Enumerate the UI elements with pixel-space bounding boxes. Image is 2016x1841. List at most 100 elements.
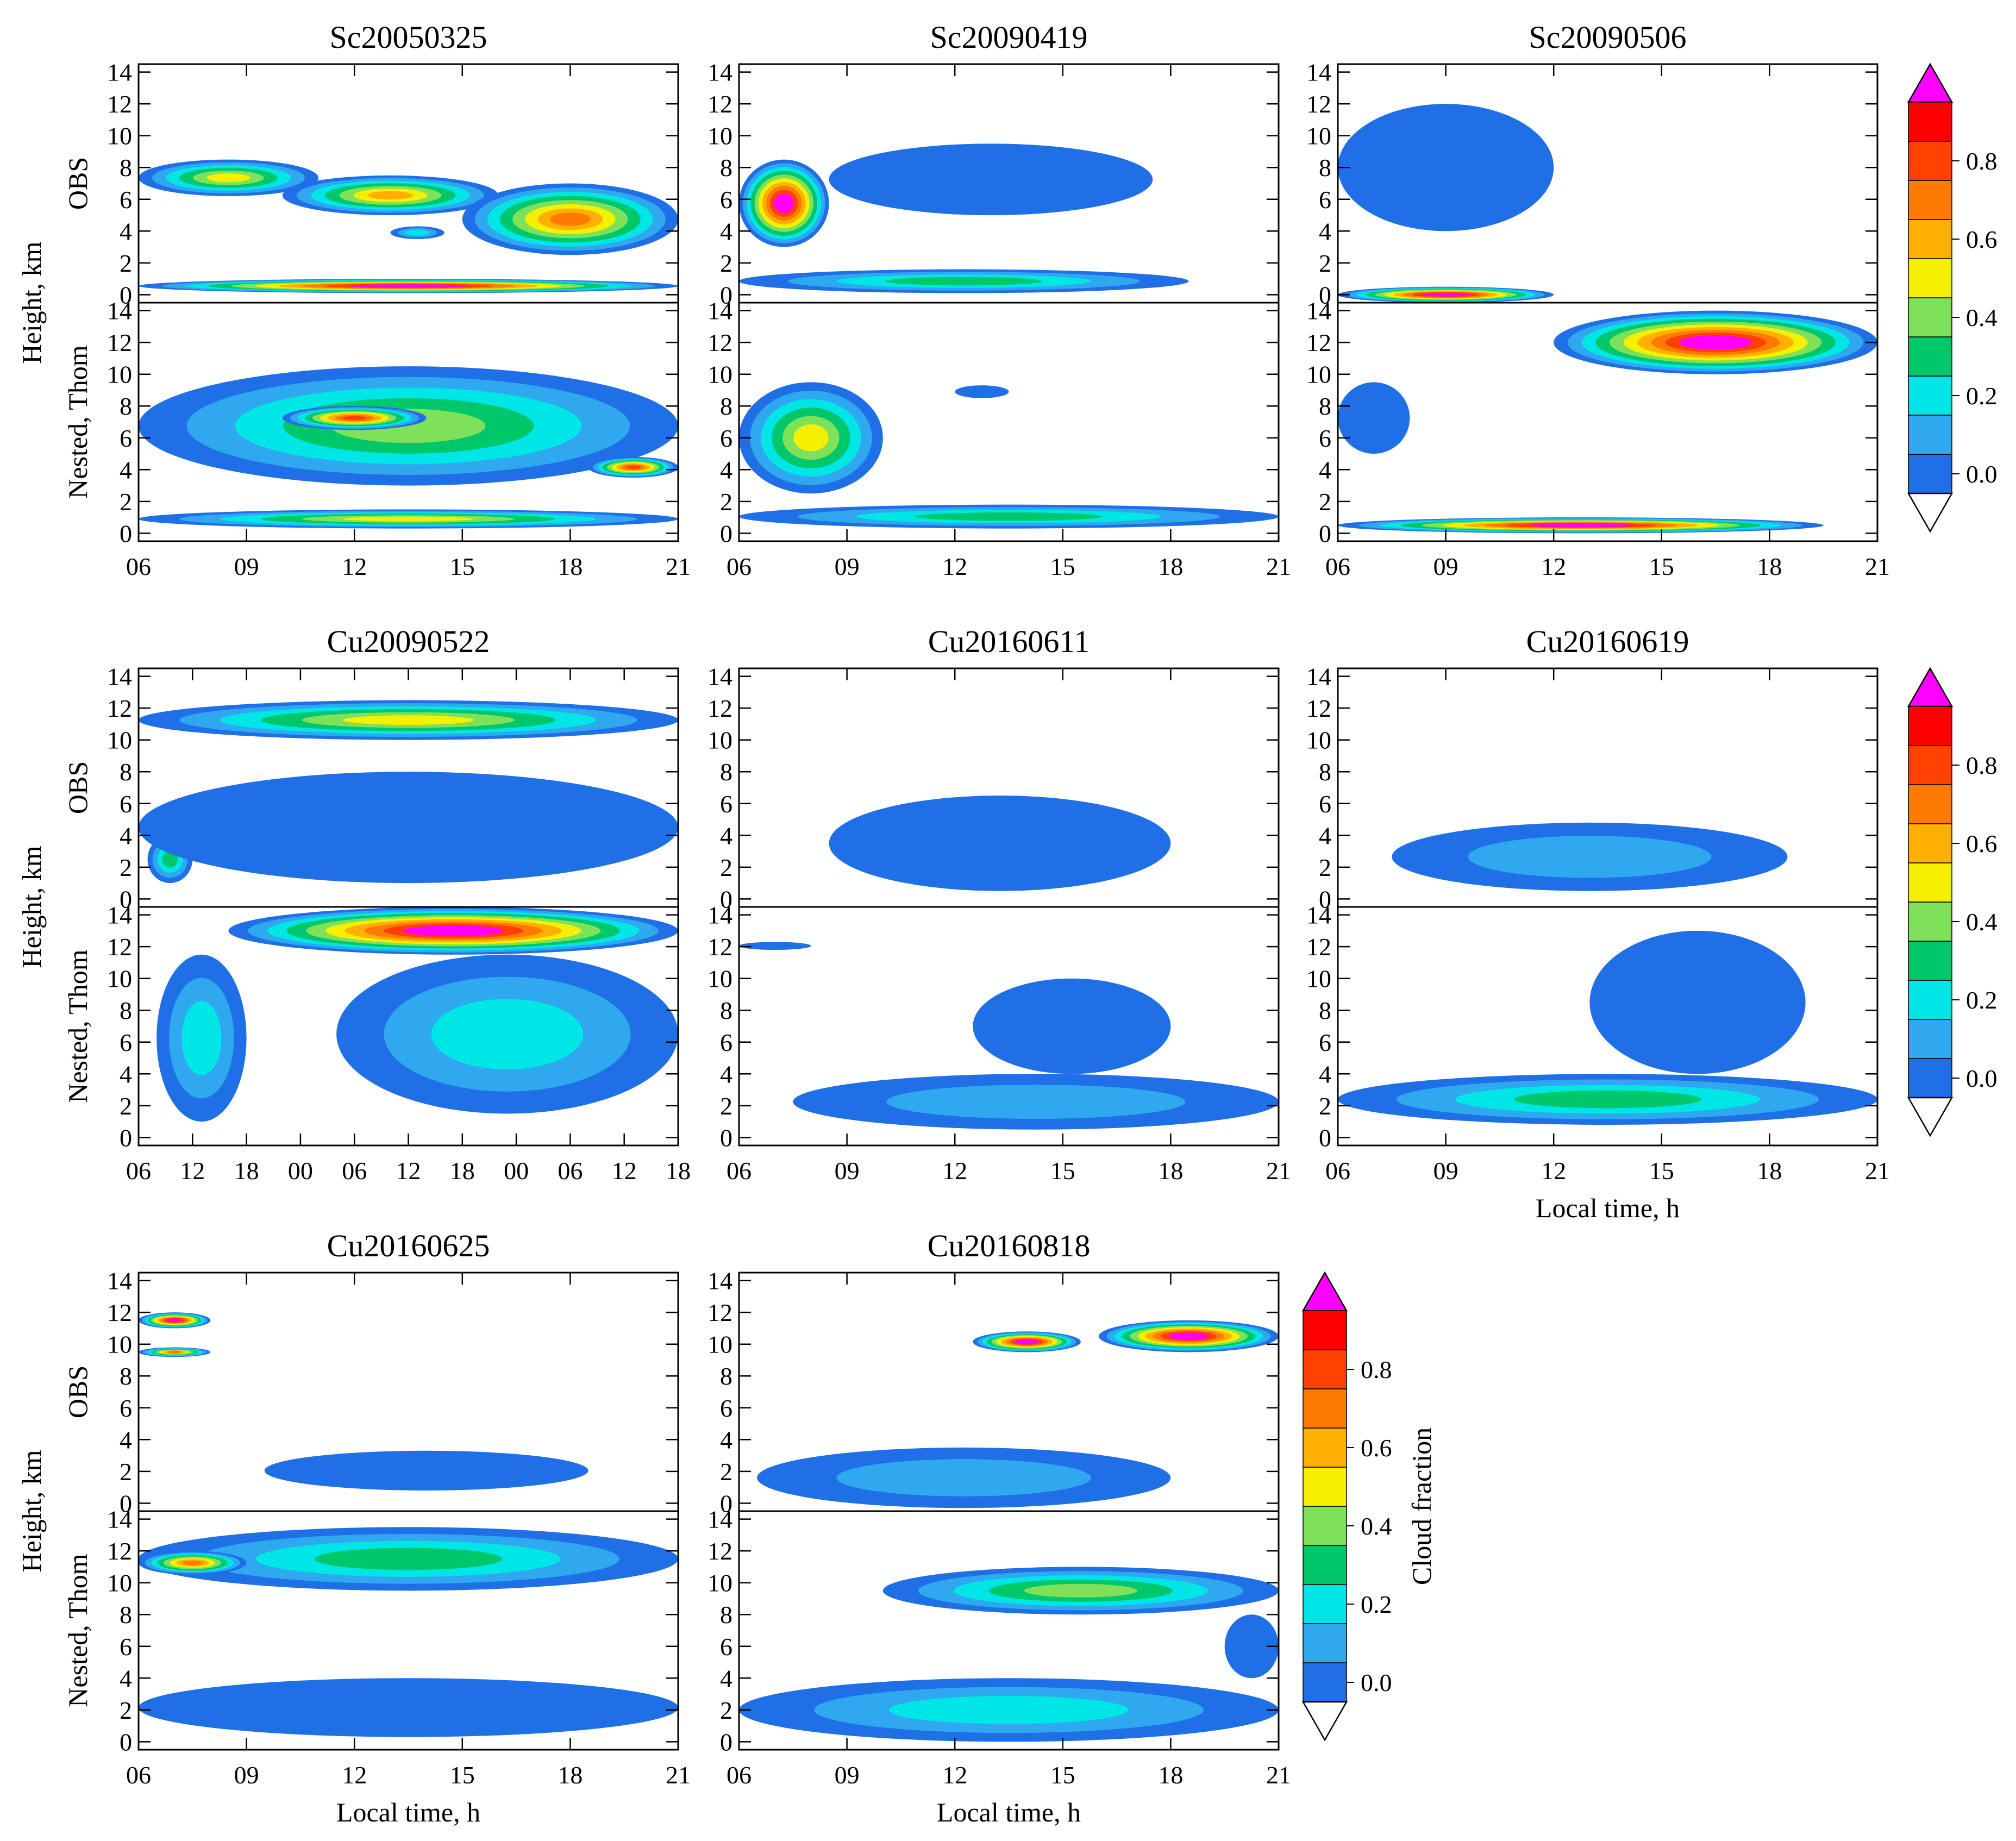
panel-sc20090506-ytick-label: 12 [1306,329,1331,356]
panel-cu20160625-ytick-label: 4 [120,1426,132,1454]
panel-sc20090506-ytick-label: 14 [1306,297,1331,325]
panel-cu20090522-xtick-label: 06 [126,1157,151,1185]
panel-cu20160619-ytick-label: 2 [1319,854,1331,881]
colorbar-3-level-1 [1303,1623,1347,1663]
panel-sc20050325-ytick-label: 2 [120,488,132,516]
panel-cu20090522-plot [139,700,678,1122]
colorbar-2-level-8 [1908,745,1952,785]
panel-cu20090522-ytick-label: 8 [120,997,132,1024]
panel-cu20160619-xtick-label: 18 [1757,1157,1782,1185]
colorbar-1-tick-label: 0.6 [1966,226,1998,253]
colorbar-2-level-6 [1908,823,1952,863]
panel-sc20090419-ytick-label: 4 [720,217,732,245]
panel-cu20160611-model-frame [738,906,1280,1147]
colorbar-1-tick-label: 0.2 [1966,382,1998,410]
panel-sc20050325-xtick-label: 18 [558,553,583,580]
panel-cu20160818-model-blob-2-contour-0 [1224,1614,1279,1679]
panel-cu20160625-ytick-label: 10 [107,1569,132,1597]
panel-sc20090419-ytick-label: 4 [720,456,732,484]
panel-sc20090419-obs-blob-2-contour-0 [829,143,1153,216]
panel-sc20050325-model-blob-2-contour-8 [625,465,641,469]
colorbar-1-tick-label: 0.4 [1966,304,1998,331]
colorbar-2-label: Cloud fraction [2012,823,2016,981]
panel-cu20160818-ytick-label: 10 [708,1331,732,1358]
panel-cu20160625-title: Cu20160625 [327,1228,490,1263]
panel-cu20160625-ytick-label: 4 [120,1664,132,1692]
panel-sc20090506-ytick-label: 2 [1319,249,1331,277]
panel-sc20090506-ytick-label: 14 [1306,59,1331,86]
panel-sc20050325-xtick-label: 15 [450,553,475,580]
panel-cu20090522-obs-blob-0-contour-5 [343,715,474,725]
panel-sc20090419-ytick-label: 2 [720,249,732,277]
panel-sc20050325-ytick-label: 12 [107,90,132,118]
panel-cu20160625-ytick-label: 10 [107,1331,132,1358]
panel-sc20090419-xtick-label: 18 [1158,553,1183,580]
colorbar-3-tick-label: 0.4 [1361,1512,1392,1540]
panel-sc20050325-model-row-label: Nested, Thom [62,345,93,498]
panel-sc20050325-ytick-label: 6 [120,424,132,452]
panel-cu20160619-xtick-label: 21 [1865,1157,1890,1185]
panel-cu20160611-ytick-label: 0 [720,885,732,913]
colorbar-2-level-2 [1908,980,1952,1020]
panel-sc20090419-ytick-label: 6 [720,186,732,214]
panel-cu20160625-obs-row-label: OBS [62,1366,93,1418]
panel-sc20090506-ytick-label: 6 [1319,186,1331,214]
panel-cu20160818-obs-blob-1-contour-10 [1176,1334,1201,1339]
panel-cu20160611-ytick-label: 12 [708,933,732,961]
panel-sc20050325-ytick-label: 12 [107,329,132,356]
panel-sc20090506-ytick-label: 8 [1319,154,1331,181]
panel-cu20160619-xtick-label: 06 [1325,1157,1350,1185]
panel-cu20160611-title: Cu20160611 [928,624,1090,659]
panel-cu20160818-model-blob-1-contour-2 [888,1695,1129,1724]
panel-cu20160611-ytick-label: 10 [708,965,732,993]
panel-cu20160625-ytick-label: 8 [120,1362,132,1390]
panel-cu20160818-ytick-label: 6 [720,1633,732,1661]
panel-cu20160619-ytick-label: 10 [1306,727,1331,754]
panel-cu20160619-ytick-label: 0 [1319,885,1331,913]
panel-cu20090522-ytick-label: 12 [107,933,132,961]
colorbar-2-level-9 [1908,706,1952,746]
panel-sc20090506-ytick-label: 0 [1319,519,1331,547]
panel-cu20090522-xtick-label: 12 [396,1157,421,1185]
panel-cu20160818-xtick-label: 18 [1158,1761,1183,1789]
panel-cu20160625-xtick-label: 15 [450,1761,475,1789]
panel-sc20090506-ytick-label: 6 [1319,424,1331,452]
panel-cu20160611-xtick-label: 15 [1050,1157,1075,1185]
panel-sc20050325-ytick-label: 8 [120,154,132,181]
colorbar-1-level-1 [1908,415,1952,455]
colorbar-3-level-3 [1303,1545,1347,1585]
panel-cu20090522-title: Cu20090522 [327,624,490,659]
panel-cu20090522-xtick-label: 12 [612,1157,637,1185]
panel-cu20160611-xtick-label: 12 [942,1157,967,1185]
panel-sc20090506-model-frame [1337,302,1879,542]
panel-cu20160625-ytick-label: 0 [120,1489,132,1517]
panel-cu20090522-ytick-label: 6 [120,790,132,818]
panel-cu20160818-ytick-label: 0 [720,1489,732,1517]
colorbar-1-label: Cloud fraction [2012,219,2016,377]
colorbar-2-level-3 [1908,941,1952,981]
colorbar-3-level-4 [1303,1506,1347,1546]
panel-sc20090506-xtick-label: 18 [1757,553,1782,580]
panel-cu20160619-ytick-label: 0 [1319,1124,1331,1151]
colorbar-2-under-triangle [1907,1097,1954,1137]
panel-cu20160625-ytick-label: 14 [107,1267,132,1295]
panel-cu20090522-model-blob-1-contour-2 [181,1001,222,1075]
panel-cu20160625-ytick-label: 2 [120,1458,132,1486]
panel-cu20160625-ytick-label: 14 [107,1506,132,1533]
panel-sc20090419-ytick-label: 0 [720,281,732,309]
panel-cu20160611-ytick-label: 2 [720,1092,732,1120]
panel-sc20050325-ytick-label: 4 [120,217,132,245]
panel-cu20160619-model-blob-1-contour-0 [1589,930,1806,1074]
colorbar-1: 0.0 0.2 0.4 0.6 0.8 Cloud fraction [1907,62,2016,533]
colorbar-3-label: Cloud fraction [1406,1427,1437,1585]
panel-cu20160611-model-blob-1-contour-1 [886,1084,1186,1119]
colorbar-2: 0.0 0.2 0.4 0.6 0.8 Cloud fraction [1907,667,2016,1137]
colorbar-3-tick-label: 0.6 [1361,1434,1392,1462]
panel-cu20160611-ytick-label: 14 [708,663,732,691]
panel-sc20090506-xtick-label: 21 [1865,553,1890,580]
colorbar-2-level-0 [1908,1058,1952,1098]
panel-cu20160625-ytick-label: 6 [120,1394,132,1422]
